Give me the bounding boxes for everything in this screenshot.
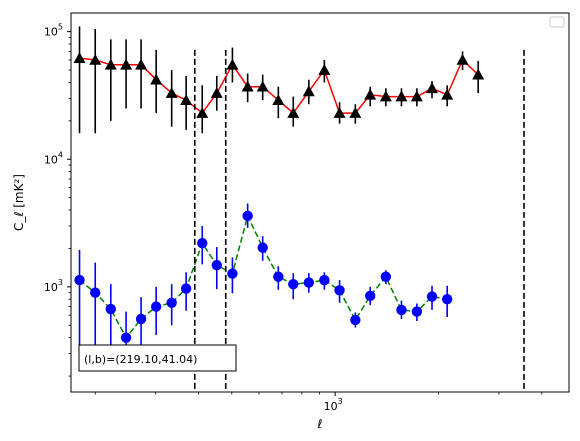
series-0-point [302, 85, 315, 97]
series-0-point [104, 58, 117, 70]
series-1-line [79, 213, 448, 339]
series-0-point [472, 68, 485, 80]
series-0-point [379, 90, 392, 102]
series-0-point [318, 64, 331, 75]
series-1-point [105, 303, 116, 315]
series-1-point [150, 301, 162, 312]
series-1-point [242, 210, 253, 222]
series-1-point [365, 290, 376, 302]
series-1-point [350, 314, 361, 326]
series-1-point [288, 278, 299, 290]
series-1-point [135, 313, 147, 325]
series-0-point [135, 58, 148, 70]
series-1-point [211, 259, 222, 271]
series-1-point [180, 283, 192, 294]
series-1-point [257, 242, 268, 253]
y-tick-label: 104 [44, 150, 63, 166]
series-0-point [89, 53, 102, 65]
series-0-point [210, 87, 223, 98]
series-1-point [303, 277, 315, 288]
series-1-point [426, 291, 438, 302]
series-0-point [441, 88, 454, 100]
series-1-point [411, 306, 423, 317]
plot-frame [70, 12, 570, 393]
series-1-point [334, 285, 345, 296]
series-0-point [410, 90, 423, 102]
series-0-point [256, 80, 269, 92]
series-1-point [319, 274, 330, 286]
series-0-point [272, 94, 285, 106]
series-1-point [197, 237, 208, 249]
series-1-point [273, 271, 284, 282]
series-1-point [74, 274, 85, 286]
legend-box [549, 16, 565, 28]
series-1-point [90, 287, 101, 298]
series-0-point [426, 82, 439, 94]
series-0-point [226, 58, 239, 70]
series-0-point [196, 107, 209, 118]
series-0-point [150, 73, 163, 85]
series-0-point [180, 94, 193, 106]
y-axis-label: C_ℓ [mK²] [12, 174, 26, 231]
annotation-text: (l,b)=(219.10,41.04) [84, 353, 197, 366]
x-tick-label: 103 [324, 397, 343, 413]
series-1-point [166, 297, 177, 309]
series-1-point [396, 304, 407, 316]
series-1-point [120, 332, 132, 343]
y-tick-label: 105 [44, 23, 63, 39]
series-0-point [73, 52, 86, 63]
series-0-point [241, 80, 254, 92]
series-0-point [364, 88, 377, 100]
series-0-point [395, 90, 408, 102]
series-0-point [349, 107, 362, 118]
y-tick-label: 103 [44, 278, 63, 294]
series-0-point [165, 87, 178, 98]
series-0-point [333, 107, 346, 118]
x-axis-label: ℓ [317, 417, 323, 431]
series-0-point [120, 58, 133, 70]
series-0-point [287, 107, 300, 118]
series-1-point [227, 268, 238, 279]
annotation-box [78, 344, 237, 372]
series-1-point [441, 294, 453, 305]
series-1-point [380, 271, 392, 282]
series-0-point [456, 53, 469, 65]
